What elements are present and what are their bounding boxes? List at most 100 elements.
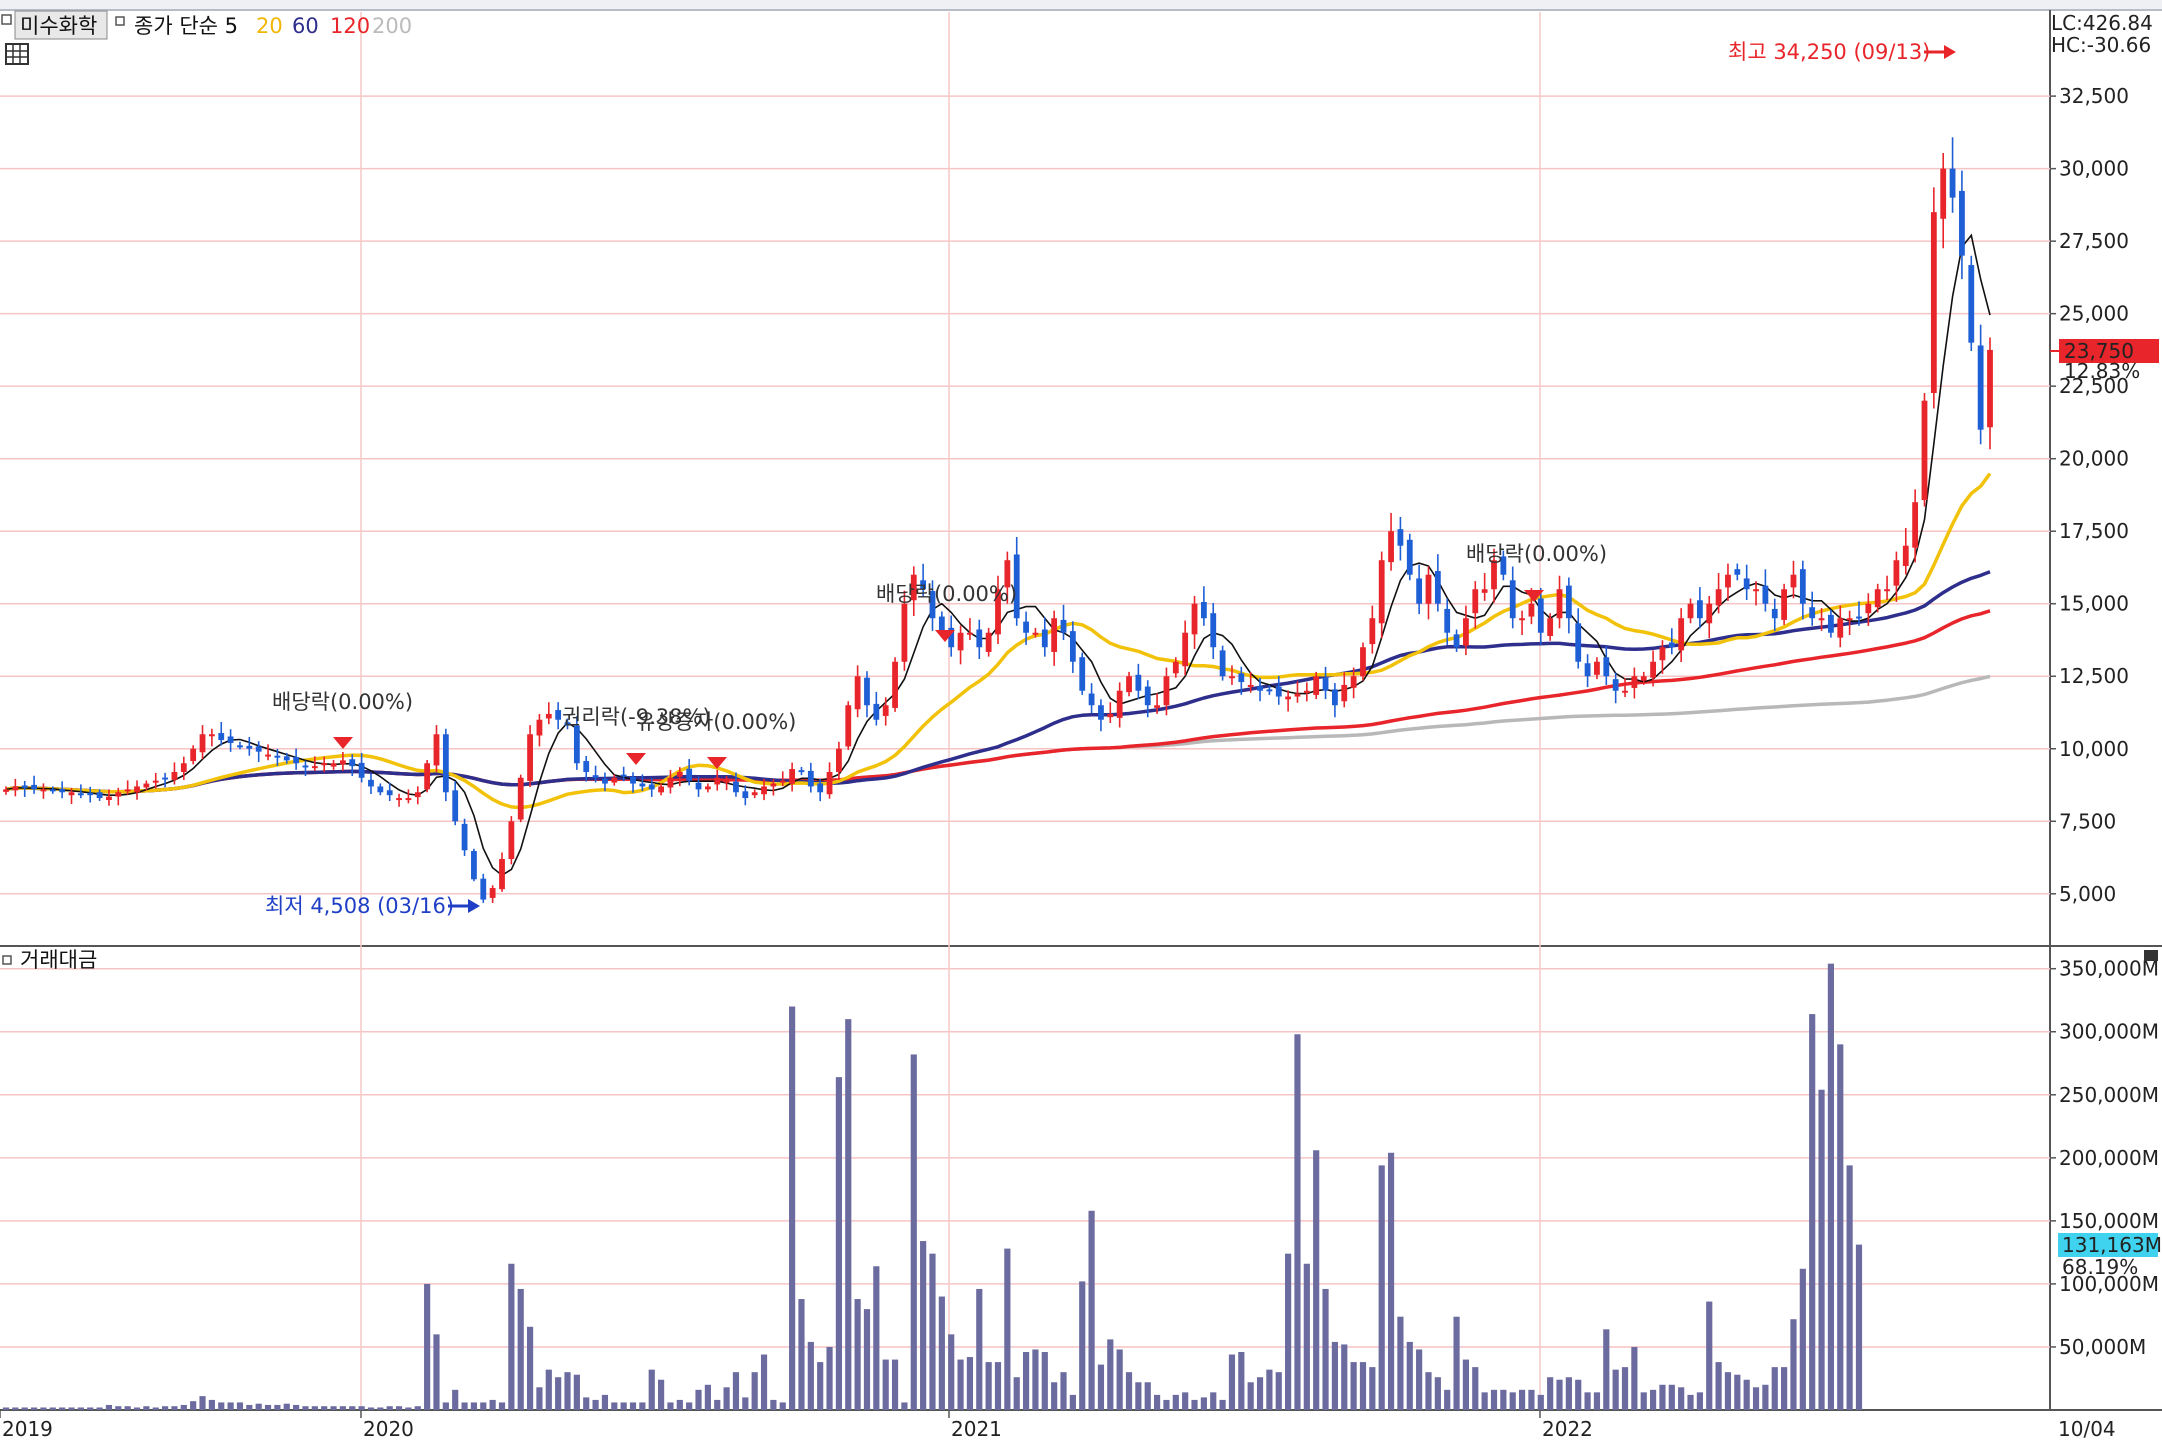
candle-body [405, 798, 412, 801]
volume-bar [1678, 1387, 1685, 1410]
candle-body [967, 632, 973, 635]
candle-body [162, 777, 168, 780]
volume-bar [1060, 1372, 1067, 1410]
volume-bar [1687, 1394, 1694, 1410]
stock-name-box[interactable] [14, 10, 108, 40]
top-strip [0, 0, 2162, 10]
candle-body [910, 574, 917, 601]
candle-body [1069, 631, 1076, 662]
price-tick-label: 10,000 [2059, 737, 2129, 761]
candle-body [461, 823, 468, 851]
candle [508, 816, 515, 865]
candle-body [471, 851, 477, 880]
candle-body [1743, 578, 1750, 590]
price-change: 12.83% [2064, 359, 2140, 383]
volume-menu-icon[interactable] [2, 955, 12, 965]
candle [302, 760, 309, 776]
candle-body [452, 790, 459, 822]
ma60-label: 60 [292, 14, 319, 38]
current-price: 23,750 [2064, 339, 2134, 363]
candle-body [489, 887, 496, 898]
candle-body [1781, 589, 1788, 620]
stock-name[interactable]: 미수화학 [20, 14, 97, 38]
volume-bar [386, 1406, 393, 1410]
candle [143, 780, 150, 791]
candle [377, 783, 384, 796]
candle-body [1079, 657, 1086, 691]
panel-maximize-icon[interactable] [2144, 950, 2158, 961]
indicator-menu-icon[interactable] [115, 16, 125, 26]
volume-bar [124, 1406, 131, 1410]
candle-body [1229, 676, 1235, 679]
volume-bar [1051, 1382, 1058, 1410]
volume-bar [77, 1407, 84, 1410]
candle-body [798, 770, 805, 773]
candle-body [611, 777, 618, 783]
volume-bar [573, 1374, 580, 1410]
candle [31, 775, 37, 794]
candle-body [1172, 661, 1179, 674]
candle [1154, 693, 1160, 714]
candle [929, 580, 936, 631]
volume-bar [1603, 1329, 1610, 1410]
candle [265, 744, 271, 761]
candle [1500, 550, 1507, 581]
current-price-badge [2059, 339, 2159, 363]
volume-bar [695, 1389, 702, 1410]
candle-body [1790, 574, 1797, 588]
candle-body [87, 792, 94, 796]
candle [330, 759, 337, 770]
candle [957, 625, 964, 665]
volume-bar [143, 1406, 150, 1410]
volume-bar [1462, 1359, 1470, 1410]
volume-bar [863, 1309, 871, 1410]
volume-bar [1809, 1014, 1816, 1410]
candle [920, 563, 927, 598]
candle [1799, 560, 1806, 620]
candle [1303, 682, 1310, 702]
candle-body [237, 745, 243, 748]
candle [1013, 537, 1020, 626]
candle-body [1594, 661, 1600, 675]
event-label-dividend-2: 배당락(0.00%) [876, 582, 1017, 606]
candle-body [901, 603, 908, 662]
indicator-label[interactable]: 종가 단순 5 [134, 14, 238, 38]
ma200-label: 200 [372, 14, 412, 38]
candle [545, 702, 552, 725]
candle-body [1182, 632, 1189, 667]
volume-bar [1528, 1389, 1535, 1410]
volume-bar [1565, 1377, 1572, 1410]
candle-body [1612, 679, 1619, 691]
event-marker-icon [935, 630, 955, 642]
volume-bar [779, 1402, 786, 1410]
candle [695, 776, 702, 797]
volume-bar [199, 1396, 206, 1410]
candle-body [152, 780, 159, 783]
table-view-icon[interactable] [5, 43, 29, 65]
candle [77, 784, 84, 799]
candle [49, 786, 56, 794]
candle-body [817, 783, 824, 793]
candle-body [770, 783, 777, 787]
candle [704, 783, 711, 793]
candle [901, 590, 908, 671]
candle [1584, 654, 1591, 688]
volume-bar [807, 1341, 814, 1410]
volume-bar [901, 1402, 908, 1410]
candle [1547, 613, 1554, 641]
price-tick-label: 15,000 [2059, 592, 2129, 616]
candle-body [1463, 618, 1469, 646]
candle [1622, 678, 1628, 698]
volume-bar [583, 1397, 590, 1410]
panel-menu-icon[interactable] [1, 14, 12, 25]
volume-bar [882, 1359, 889, 1410]
candle-body [929, 591, 936, 619]
candle [892, 657, 898, 712]
volume-bar [283, 1403, 290, 1410]
event-marker-icon [1524, 590, 1544, 602]
candle-body [77, 793, 84, 796]
candle-body [836, 748, 842, 772]
time-tick-label: 2019 [2, 1417, 53, 1441]
volume-bar [826, 1346, 833, 1410]
candle [1846, 610, 1853, 635]
